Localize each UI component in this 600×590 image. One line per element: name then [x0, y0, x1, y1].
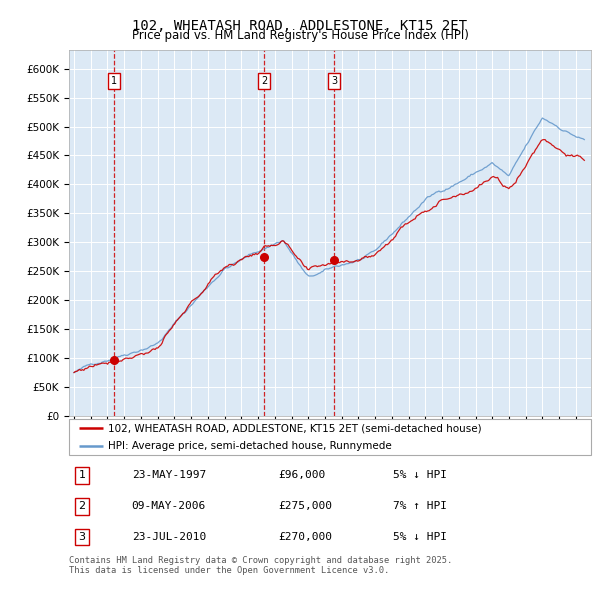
Text: 3: 3: [331, 76, 337, 86]
Text: Contains HM Land Registry data © Crown copyright and database right 2025.
This d: Contains HM Land Registry data © Crown c…: [69, 556, 452, 575]
Text: 1: 1: [79, 470, 86, 480]
Text: HPI: Average price, semi-detached house, Runnymede: HPI: Average price, semi-detached house,…: [108, 441, 392, 451]
Text: £270,000: £270,000: [278, 532, 332, 542]
Text: 2: 2: [261, 76, 267, 86]
Text: 3: 3: [79, 532, 86, 542]
Text: 1: 1: [111, 76, 117, 86]
Text: £96,000: £96,000: [278, 470, 325, 480]
Text: 23-MAY-1997: 23-MAY-1997: [131, 470, 206, 480]
Text: 5% ↓ HPI: 5% ↓ HPI: [392, 532, 446, 542]
Text: 5% ↓ HPI: 5% ↓ HPI: [392, 470, 446, 480]
Text: Price paid vs. HM Land Registry's House Price Index (HPI): Price paid vs. HM Land Registry's House …: [131, 30, 469, 42]
FancyBboxPatch shape: [69, 419, 591, 455]
Text: £275,000: £275,000: [278, 502, 332, 511]
Text: 2: 2: [79, 502, 86, 511]
Text: 102, WHEATASH ROAD, ADDLESTONE, KT15 2ET: 102, WHEATASH ROAD, ADDLESTONE, KT15 2ET: [133, 19, 467, 33]
Text: 23-JUL-2010: 23-JUL-2010: [131, 532, 206, 542]
Text: 7% ↑ HPI: 7% ↑ HPI: [392, 502, 446, 511]
Text: 102, WHEATASH ROAD, ADDLESTONE, KT15 2ET (semi-detached house): 102, WHEATASH ROAD, ADDLESTONE, KT15 2ET…: [108, 424, 482, 434]
Text: 09-MAY-2006: 09-MAY-2006: [131, 502, 206, 511]
